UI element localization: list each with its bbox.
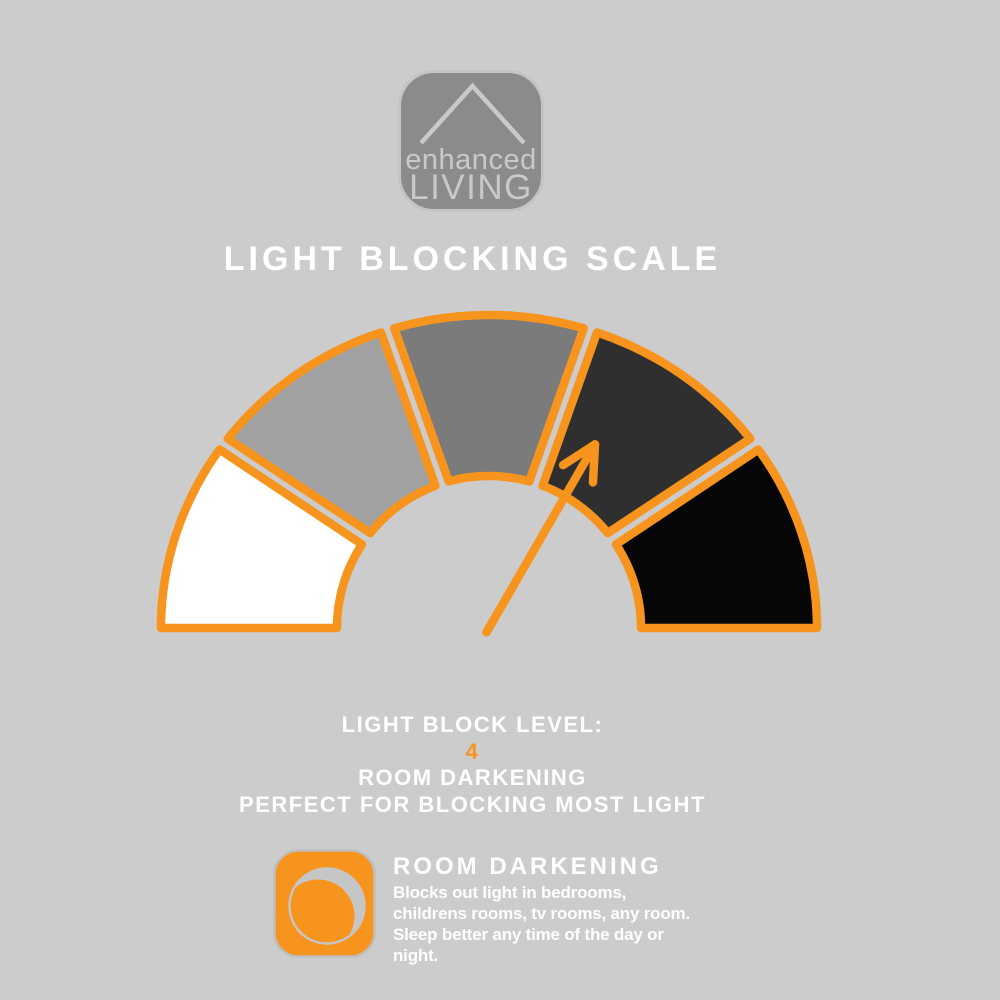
badge-description-line: Blocks out light in bedrooms,: [393, 883, 627, 902]
gauge-segment-5: [611, 445, 822, 633]
gauge-needle: [482, 440, 600, 637]
badge-description-line: childrens rooms, tv rooms, any room.: [393, 904, 690, 923]
badge-heading: ROOM DARKENING: [393, 853, 662, 880]
level-summary: LIGHT BLOCK LEVEL: 4 ROOM DARKENING PERF…: [0, 712, 945, 818]
level-description: PERFECT FOR BLOCKING MOST LIGHT: [239, 791, 706, 817]
page-title: LIGHT BLOCKING SCALE: [223, 240, 722, 278]
gauge-segment-3: [390, 310, 588, 486]
badge-description: Blocks out light in bedrooms, childrens r…: [393, 882, 690, 966]
brand-name-line2: LIVING: [409, 168, 533, 207]
brand-logo: enhanced LIVING: [398, 70, 544, 212]
gauge-needle-arrowhead-icon: [558, 440, 600, 487]
badge-description-line: night.: [393, 946, 439, 965]
level-value: 4: [465, 738, 480, 764]
badge-description-line: Sleep better any time of the day or: [393, 925, 664, 944]
gauge-segment-1: [156, 445, 367, 633]
gauge-segment-2: [223, 328, 440, 538]
level-name: ROOM DARKENING: [358, 765, 587, 790]
house-roof-icon: [419, 82, 526, 145]
level-label: LIGHT BLOCK LEVEL:: [341, 712, 604, 737]
light-blocking-gauge: [156, 310, 822, 637]
brand-name-line1: enhanced: [405, 144, 537, 176]
moon-icon: [273, 849, 376, 958]
